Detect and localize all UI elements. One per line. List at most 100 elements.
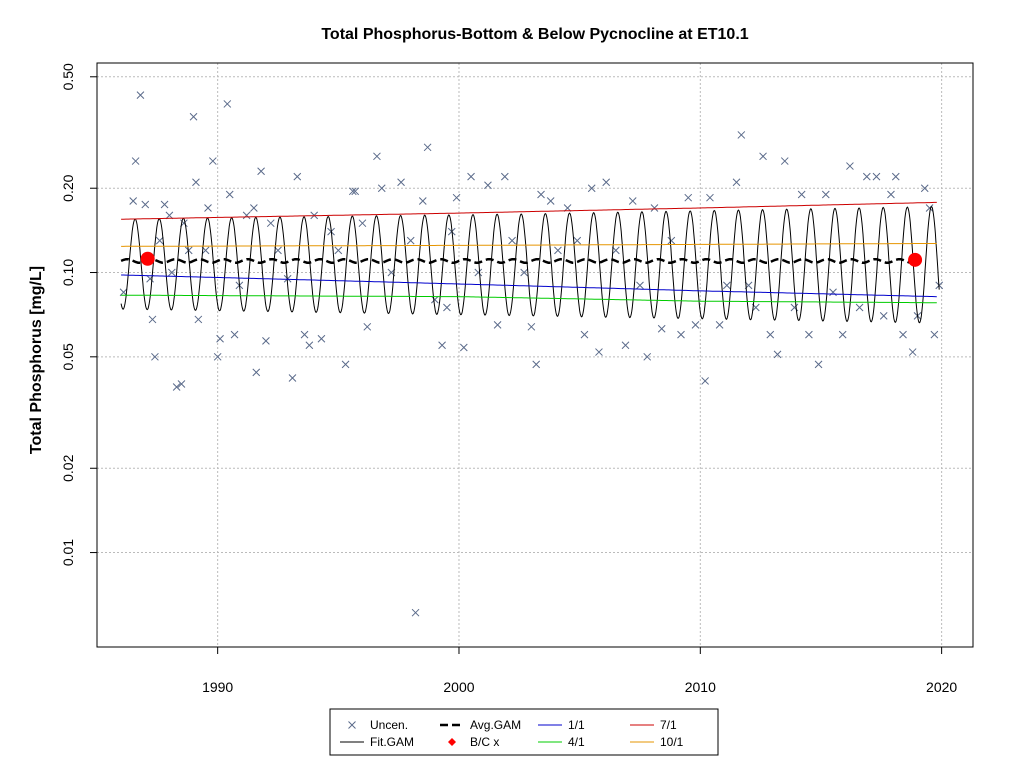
data-point-b-c-x xyxy=(908,252,923,267)
data-point-uncen- xyxy=(691,321,700,329)
data-point-uncen- xyxy=(484,181,492,190)
data-point-uncen- xyxy=(587,184,596,193)
x-tick-label: 2010 xyxy=(685,679,716,695)
data-point-uncen- xyxy=(257,167,265,176)
data-point-uncen- xyxy=(418,197,427,205)
data-point-uncen- xyxy=(701,377,709,385)
data-point-uncen- xyxy=(358,219,367,228)
y-axis-label: Total Phosphorus [mg/L] xyxy=(28,266,45,454)
data-point-uncen- xyxy=(706,193,714,202)
legend: Uncen. Fit.GAM Avg.GAM B/C x 1/1 4/1 7/1 10/1 xyxy=(329,708,719,756)
data-point-uncen- xyxy=(862,172,871,181)
data-point-uncen- xyxy=(155,236,164,245)
data-point-uncen- xyxy=(165,211,174,220)
data-point-uncen- xyxy=(846,162,854,170)
data-point-uncen- xyxy=(167,268,176,277)
data-point-uncen- xyxy=(208,157,217,165)
data-point-uncen- xyxy=(887,190,895,199)
data-point-uncen- xyxy=(189,112,198,121)
data-point-uncen- xyxy=(580,330,589,339)
data-point-uncen- xyxy=(677,330,685,339)
legend-label-1-1: 1/1 xyxy=(568,718,585,732)
data-point-uncen- xyxy=(293,172,302,181)
data-point-uncen- xyxy=(467,172,475,181)
data-point-uncen- xyxy=(899,330,907,339)
y-tick-label: 0.05 xyxy=(60,343,76,370)
y-tick-label: 0.20 xyxy=(60,174,76,201)
data-point-uncen- xyxy=(797,190,806,199)
x-axis: 1990 2000 2010 2020 xyxy=(202,646,957,695)
data-point-uncen- xyxy=(411,608,420,617)
data-point-uncen- xyxy=(397,178,405,187)
data-point-uncen- xyxy=(520,268,528,277)
data-point-uncen- xyxy=(879,312,888,320)
data-point-uncen- xyxy=(252,368,261,377)
data-point-uncen- xyxy=(667,236,676,245)
data-point-uncen- xyxy=(459,343,468,352)
data-point-uncen- xyxy=(172,383,181,391)
data-point-uncen- xyxy=(213,352,222,361)
data-point-uncen- xyxy=(759,152,767,161)
data-point-uncen- xyxy=(474,268,483,277)
data-point-uncen- xyxy=(177,380,186,388)
data-point-uncen- xyxy=(194,315,203,324)
data-point-uncen- xyxy=(532,360,541,369)
chart-title: Total Phosphorus-Bottom & Below Pycnocli… xyxy=(321,26,748,43)
data-point-uncen- xyxy=(838,330,847,339)
data-point-uncen- xyxy=(262,337,270,345)
data-point-uncen- xyxy=(737,131,746,139)
data-point-uncen- xyxy=(443,303,451,312)
data-point-uncen- xyxy=(250,204,258,212)
data-point-uncen- xyxy=(204,204,212,212)
data-point-uncen- xyxy=(136,91,145,99)
data-point-uncen- xyxy=(500,172,509,181)
data-point-uncen- xyxy=(305,341,314,350)
data-point-uncen- xyxy=(602,178,611,187)
data-point-uncen- xyxy=(223,100,232,108)
data-point-uncen- xyxy=(341,360,350,369)
series-line-4-1 xyxy=(121,294,937,304)
legend-key-b-c-x xyxy=(448,738,456,746)
data-point-uncen- xyxy=(406,236,415,245)
data-point-uncen- xyxy=(266,219,275,228)
plot-frame xyxy=(96,62,974,648)
legend-label-10-1: 10/1 xyxy=(660,735,684,749)
data-point-uncen- xyxy=(628,197,637,205)
legend-label-avg-gam: Avg.GAM xyxy=(470,718,521,732)
data-point-uncen- xyxy=(508,236,516,245)
x-tick-label: 2000 xyxy=(443,679,474,695)
data-point-uncen- xyxy=(373,152,381,161)
legend-label-4-1: 4/1 xyxy=(568,735,585,749)
series-line-fit-gam xyxy=(120,206,940,324)
legend-label-7-1: 7/1 xyxy=(660,718,677,732)
data-point-uncen- xyxy=(611,246,620,255)
data-point-uncen- xyxy=(829,288,837,297)
series-line-1-1 xyxy=(121,274,937,298)
data-point-uncen- xyxy=(546,197,555,205)
y-tick-label: 0.50 xyxy=(60,63,76,90)
data-point-uncen- xyxy=(216,334,224,343)
x-tick-label: 1990 xyxy=(202,679,233,695)
legend-label-b-c-x: B/C x xyxy=(470,735,499,749)
data-point-uncen- xyxy=(573,236,582,245)
data-point-uncen- xyxy=(773,350,782,359)
data-point-uncen- xyxy=(230,330,239,339)
data-point-uncen- xyxy=(351,187,360,196)
data-point-uncen- xyxy=(920,184,929,193)
data-point-uncen- xyxy=(872,172,881,181)
data-point-uncen- xyxy=(527,322,536,331)
data-point-uncen- xyxy=(317,334,326,343)
data-point-uncen- xyxy=(377,184,386,193)
y-tick-label: 0.10 xyxy=(60,259,76,286)
data-point-uncen- xyxy=(160,200,169,209)
data-point-uncen- xyxy=(348,187,357,196)
data-point-uncen- xyxy=(334,246,343,255)
data-point-uncen- xyxy=(930,330,939,339)
data-point-uncen- xyxy=(715,321,724,329)
data-point-uncen- xyxy=(814,360,823,369)
data-point-uncen- xyxy=(288,374,297,382)
data-point-uncen- xyxy=(643,352,652,361)
data-point-uncen- xyxy=(148,315,157,324)
data-point-uncen- xyxy=(493,321,502,329)
